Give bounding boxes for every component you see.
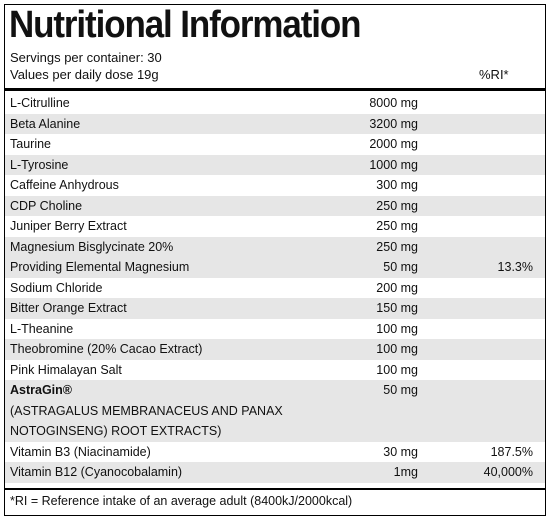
nutrient-amount: 30 mg xyxy=(383,444,418,459)
nutrient-name: Vitamin B3 (Niacinamide) xyxy=(10,444,151,459)
servings-per-container: Servings per container: 30 xyxy=(10,50,162,65)
table-row: Theobromine (20% Cacao Extract) 100 mg xyxy=(5,339,545,360)
nutrient-amount: 250 mg xyxy=(376,198,418,213)
nutrient-name: Pink Himalayan Salt xyxy=(10,362,122,377)
table-row: Caffeine Anhydrous 300 mg xyxy=(5,175,545,196)
table-row: L-Tyrosine 1000 mg xyxy=(5,154,545,175)
nutrient-name: Taurine xyxy=(10,137,51,151)
nutrient-table: L-Citrulline 8000 mg Beta Alanine 3200 m… xyxy=(5,93,545,483)
nutrient-amount: 8000 mg xyxy=(369,96,418,110)
nutrient-amount: 250 mg xyxy=(376,219,418,233)
table-row: Bitter Orange Extract 150 mg xyxy=(5,298,545,319)
nutrient-name: Caffeine Anhydrous xyxy=(10,178,119,192)
nutrient-name: Magnesium Bisglycinate 20% xyxy=(10,239,174,254)
nutrient-name: Sodium Chloride xyxy=(10,280,103,295)
nutrient-ri: 13.3% xyxy=(497,260,533,274)
nutrient-name: Juniper Berry Extract xyxy=(10,219,127,233)
nutrient-amount: 300 mg xyxy=(376,178,418,192)
nutrient-amount: 1000 mg xyxy=(369,157,418,172)
nutrient-amount: 250 mg xyxy=(376,239,418,254)
table-row: Beta Alanine 3200 mg xyxy=(5,113,545,134)
table-row: Sodium Chloride 200 mg xyxy=(5,278,545,299)
table-row: CDP Choline 250 mg xyxy=(5,195,545,216)
nutrient-amount: 200 mg xyxy=(376,280,418,295)
table-row: Magnesium Bisglycinate 20% 250 mg Provid… xyxy=(5,236,545,278)
nutrient-amount: 50 mg xyxy=(383,383,418,397)
table-row-astragin: AstraGin® 50 mg (ASTRAGALUS MEMBRANACEUS… xyxy=(5,380,545,442)
nutrient-name: Vitamin B12 (Cyanocobalamin) xyxy=(10,465,183,479)
nutrient-amount: 2000 mg xyxy=(369,137,418,151)
table-row: Pink Himalayan Salt 100 mg xyxy=(5,360,545,381)
table-row: Juniper Berry Extract 250 mg xyxy=(5,216,545,237)
nutrient-name: Theobromine (20% Cacao Extract) xyxy=(10,342,203,356)
ri-footnote: *RI = Reference intake of an average adu… xyxy=(10,494,353,508)
header-divider xyxy=(5,88,545,91)
nutrient-amount: 50 mg xyxy=(383,260,418,274)
nutrient-name: L-Tyrosine xyxy=(10,157,69,172)
table-row: Vitamin B3 (Niacinamide) 30 mg 187.5% xyxy=(5,442,545,463)
nutrient-description: (ASTRAGALUS MEMBRANACEUS AND PANAX xyxy=(10,403,283,418)
ri-column-header: %RI* xyxy=(479,67,509,82)
panel-title: Nutritional Information xyxy=(9,4,361,46)
nutrient-description: NOTOGINSENG) ROOT EXTRACTS) xyxy=(10,424,222,438)
nutrition-panel: Nutritional Information Servings per con… xyxy=(4,4,546,516)
values-per-dose: Values per daily dose 19g xyxy=(10,67,159,82)
nutrient-name: L-Theanine xyxy=(10,321,74,336)
nutrient-ri: 187.5% xyxy=(490,444,533,459)
table-row: Taurine 2000 mg xyxy=(5,134,545,155)
nutrient-name: Bitter Orange Extract xyxy=(10,301,127,315)
nutrient-amount: 100 mg xyxy=(376,321,418,336)
nutrient-amount: 3200 mg xyxy=(369,116,418,131)
nutrient-amount: 100 mg xyxy=(376,342,418,356)
nutrient-ri: 40,000% xyxy=(483,465,533,479)
nutrient-name: L-Citrulline xyxy=(10,96,70,110)
nutrient-name: AstraGin® xyxy=(10,383,72,397)
nutrient-amount: 100 mg xyxy=(376,362,418,377)
nutrient-name: Providing Elemental Magnesium xyxy=(10,260,190,274)
nutrient-amount: 1mg xyxy=(393,465,418,479)
table-row: L-Theanine 100 mg xyxy=(5,319,545,340)
footer-divider xyxy=(5,488,545,490)
table-row: L-Citrulline 8000 mg xyxy=(5,93,545,114)
nutrient-name: Beta Alanine xyxy=(10,116,81,131)
nutrient-amount: 150 mg xyxy=(376,301,418,315)
nutrient-name: CDP Choline xyxy=(10,198,83,213)
table-row: Vitamin B12 (Cyanocobalamin) 1mg 40,000% xyxy=(5,462,545,483)
